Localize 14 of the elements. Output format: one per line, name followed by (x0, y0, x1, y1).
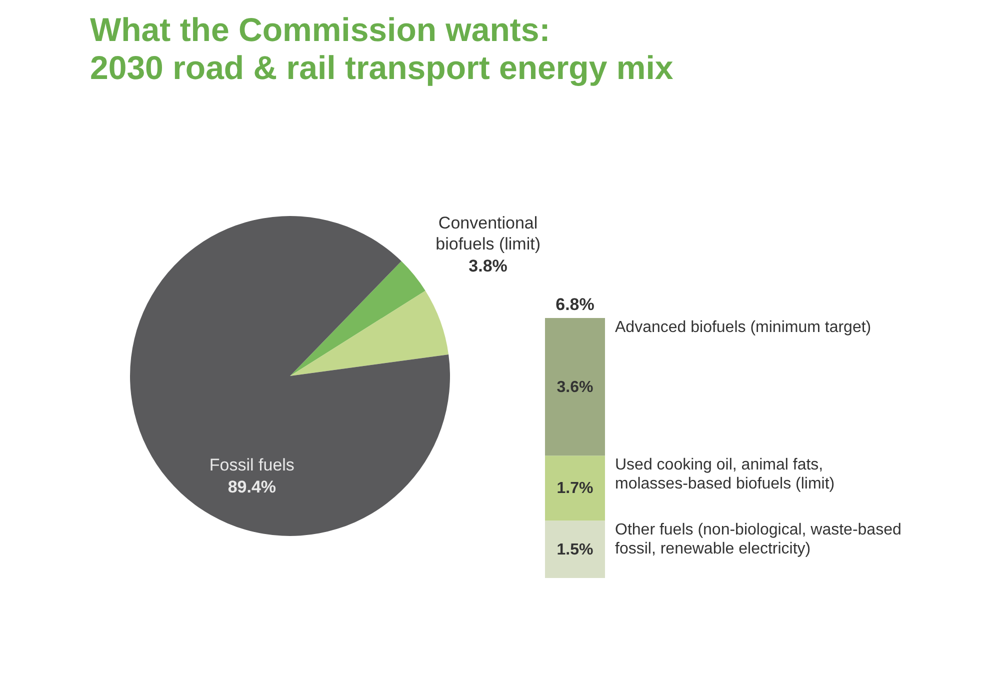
total-label: 6.8% (556, 295, 594, 314)
series-label: Used cooking oil, animal fats, molasses-based biofuels (limit) (615, 456, 835, 493)
series-label: Advanced biofuels (minimum target) (615, 319, 872, 336)
data-label: 3.8% (468, 256, 508, 276)
slice-label: Fossil fuels (209, 456, 294, 475)
data-label: 3.6% (556, 378, 594, 396)
series-label: Other fuels (non-biological, waste-based fossil, renewable electricity) (615, 522, 902, 558)
data-label: 1.5% (556, 541, 594, 558)
data-label: 89.4% (228, 478, 276, 497)
pie-slice (290, 290, 449, 376)
chart-title: What the Commission wants: 2030 road & rail transport energy mix (90, 11, 674, 86)
pie-slice (290, 261, 426, 376)
slice-label: Conventional biofuels (limit) (436, 213, 540, 254)
data-label: 1.7% (556, 480, 594, 498)
